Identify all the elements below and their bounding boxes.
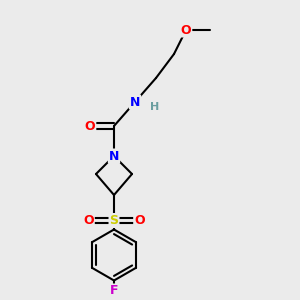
Text: N: N bbox=[130, 95, 140, 109]
Text: H: H bbox=[150, 101, 159, 112]
Text: S: S bbox=[110, 214, 118, 227]
Text: N: N bbox=[109, 149, 119, 163]
Text: O: O bbox=[134, 214, 145, 227]
Text: O: O bbox=[85, 119, 95, 133]
Text: O: O bbox=[83, 214, 94, 227]
Text: O: O bbox=[181, 23, 191, 37]
Text: F: F bbox=[110, 284, 118, 298]
